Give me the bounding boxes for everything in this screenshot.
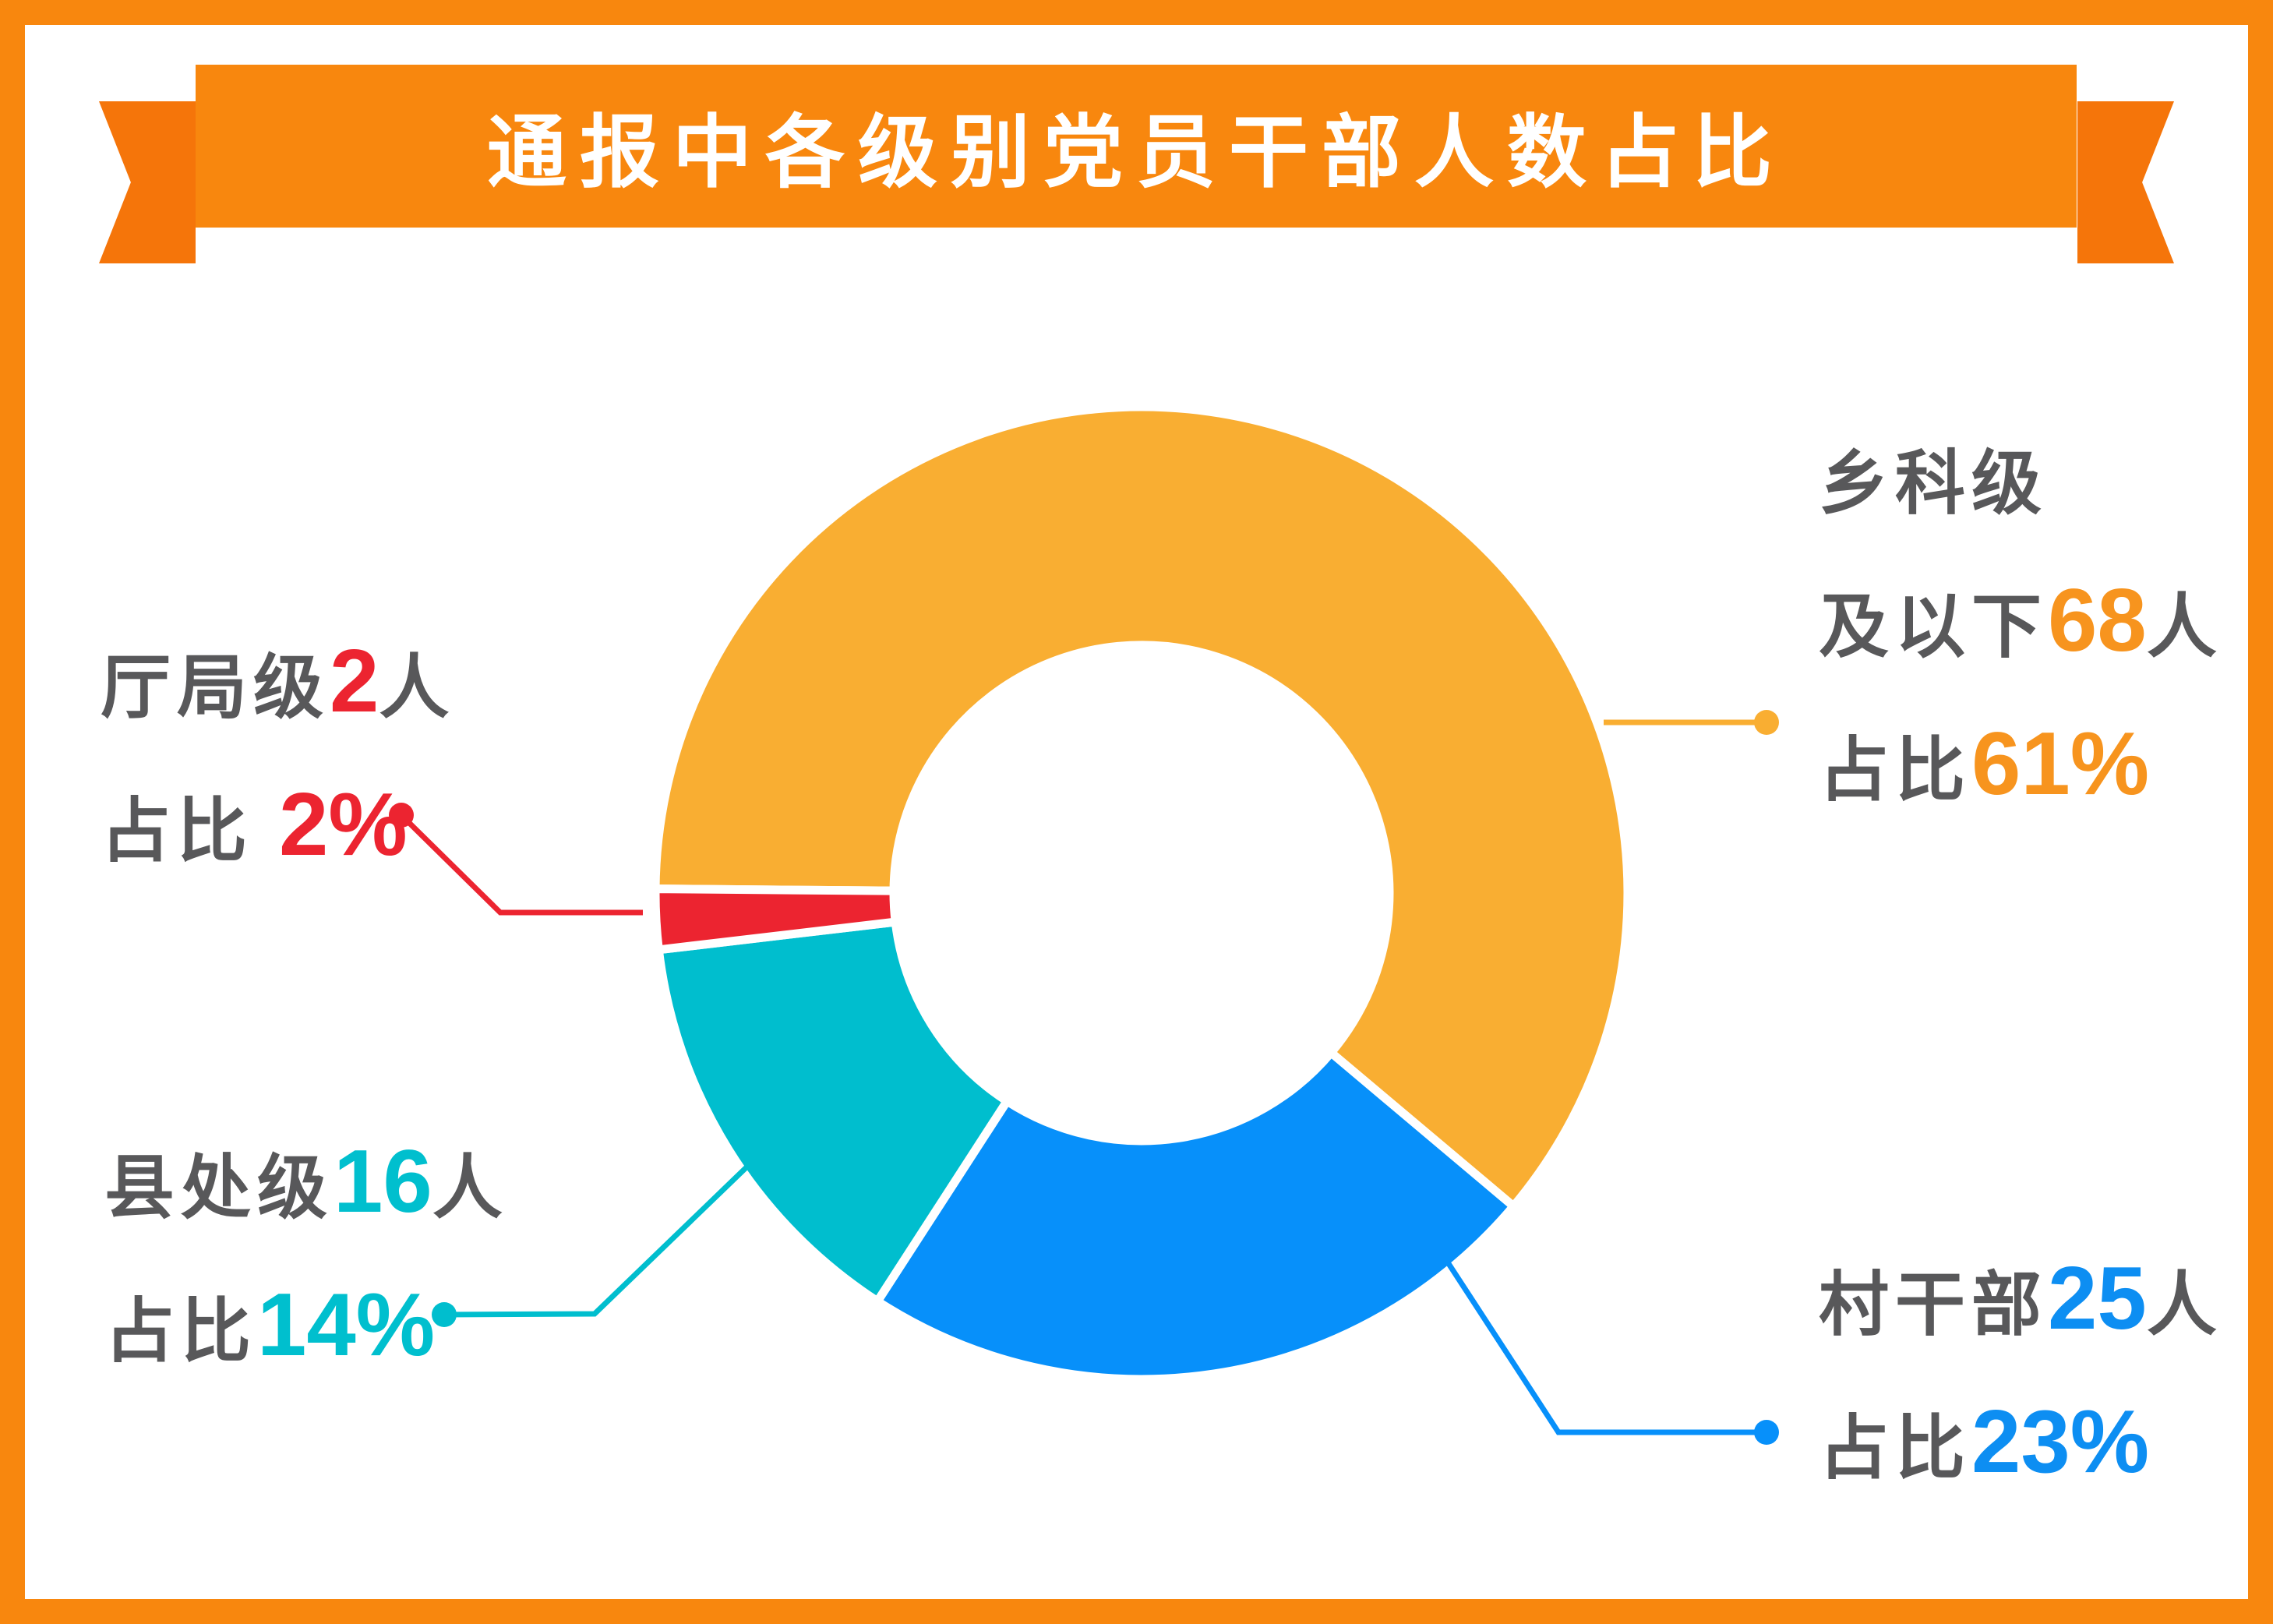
- callout-bureau-level: 厅局级2人 占比 2%: [101, 623, 455, 910]
- callout-text: 占比: [104, 1293, 257, 1371]
- callout-text: 及以下: [1819, 588, 2048, 666]
- callout-text: 占比: [1819, 1410, 1971, 1488]
- leader-dot-village: [1754, 1420, 1779, 1445]
- donut-segments: [651, 402, 1632, 1384]
- callout-number: 14%: [257, 1276, 436, 1375]
- leader-line-county: [443, 1162, 752, 1318]
- callout-text: 村干部: [1819, 1266, 2048, 1344]
- callout-number: 61%: [1971, 715, 2150, 814]
- callout-line: 占比 2%: [101, 767, 455, 910]
- callout-line: 厅局级2人: [101, 623, 455, 767]
- callout-line: 村干部25人: [1819, 1241, 2223, 1384]
- callout-number: 2: [330, 632, 379, 731]
- leader-line-village: [1445, 1261, 1767, 1435]
- callout-text: 人: [2146, 1266, 2223, 1344]
- page-title: 通报中各级别党员干部人数占比: [487, 108, 1785, 197]
- callout-line: 占比14%: [104, 1267, 509, 1410]
- callout-text: 人: [432, 1149, 509, 1227]
- callout-text: 乡科级: [1819, 445, 2048, 523]
- title-banner: 通报中各级别党员干部人数占比: [196, 65, 2077, 228]
- callout-text: 县处级: [104, 1149, 334, 1227]
- callout-text: 厅局级: [101, 649, 330, 727]
- callout-number: 68: [2048, 571, 2147, 670]
- callout-number: 23%: [1971, 1393, 2150, 1492]
- callout-number: 25: [2048, 1249, 2147, 1348]
- donut-segment-county: [654, 916, 1013, 1308]
- callout-line: 乡科级: [1819, 419, 2223, 563]
- callout-line: 县处级16人: [104, 1124, 509, 1267]
- callout-number: 2%: [279, 775, 408, 874]
- callout-number: 16: [334, 1132, 432, 1231]
- leader-dot-bureau: [389, 803, 414, 828]
- callout-village-cadre: 村干部25人 占比23%: [1819, 1241, 2223, 1527]
- leader-lines: [389, 710, 1779, 1445]
- leader-line-bureau: [399, 813, 643, 916]
- callout-county-level: 县处级16人 占比14%: [104, 1124, 509, 1410]
- donut-segment-township: [651, 402, 1632, 1213]
- donut-segment-bureau: [651, 884, 901, 955]
- callout-text: 人: [379, 649, 456, 727]
- callout-text: 占比: [1819, 732, 1971, 810]
- donut-segment-village: [871, 1047, 1520, 1384]
- callout-line: 占比23%: [1819, 1384, 2223, 1527]
- callout-text: 人: [2146, 588, 2223, 666]
- callout-township-level: 乡科级 及以下68人 占比61%: [1819, 419, 2223, 849]
- leader-dot-township: [1754, 710, 1779, 735]
- leader-dot-county: [432, 1302, 457, 1327]
- callout-text: 占比: [101, 793, 280, 870]
- callout-line: 占比61%: [1819, 706, 2223, 849]
- callout-line: 及以下68人: [1819, 563, 2223, 706]
